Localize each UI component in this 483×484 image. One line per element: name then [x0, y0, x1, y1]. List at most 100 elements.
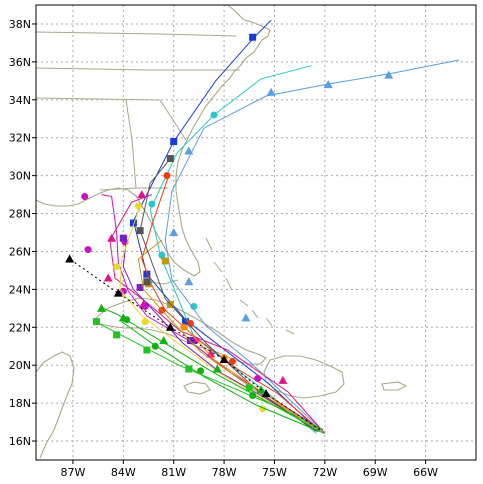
map-frame [35, 4, 477, 461]
track-marker-triangle [278, 375, 288, 384]
state-line-5 [159, 99, 187, 141]
track-marker-circle [190, 302, 198, 310]
forecast-track [164, 59, 460, 431]
lat-label: 30N [9, 170, 31, 183]
track-line [94, 321, 322, 433]
track-marker-triangle [266, 87, 276, 96]
track-marker-circle [151, 342, 159, 350]
track-marker-circle [84, 246, 92, 254]
track-marker-circle [180, 323, 188, 331]
track-marker-triangle [219, 355, 229, 364]
puerto-rico-coast [381, 381, 408, 391]
lon-label: 66W [413, 466, 438, 479]
track-marker-circle [141, 318, 149, 326]
forecast-track [121, 316, 326, 434]
track-marker-circle [141, 302, 149, 310]
track-marker-triangle [159, 336, 169, 345]
track-marker-square [143, 278, 151, 286]
track-marker-square [245, 384, 253, 392]
forecast-track [65, 254, 321, 431]
forecast-track [103, 190, 326, 434]
state-line-3 [125, 99, 137, 189]
track-line [109, 194, 326, 434]
track-marker-square [166, 155, 174, 163]
track-marker-square [92, 318, 100, 326]
track-marker-square [185, 365, 193, 373]
track-marker-square [181, 318, 189, 326]
track-marker-circle [228, 357, 236, 365]
track-marker-triangle [261, 389, 271, 398]
forecast-track [92, 318, 322, 433]
track-marker-circle [148, 200, 156, 208]
yucatan-coast [35, 351, 75, 459]
lat-label: 28N [9, 208, 31, 221]
lat-label: 22N [9, 321, 31, 334]
lat-lon-grid [36, 5, 476, 460]
track-marker-triangle [169, 228, 179, 236]
track-marker-square [143, 270, 151, 278]
track-marker-circle [81, 192, 89, 200]
track-marker-triangle [118, 313, 128, 322]
track-marker-triangle [96, 303, 106, 312]
lat-label: 36N [9, 56, 31, 69]
lon-label: 81W [161, 466, 186, 479]
track-marker-square [136, 283, 144, 291]
lon-label: 72W [312, 466, 337, 479]
track-line [101, 194, 322, 431]
track-marker-square [119, 234, 127, 242]
track-line [69, 258, 321, 431]
track-marker-circle [187, 320, 195, 327]
track-marker-triangle [65, 254, 75, 263]
lat-label: 34N [9, 94, 31, 107]
lon-label: 84W [111, 466, 136, 479]
lon-label: 75W [262, 466, 287, 479]
lat-label: 20N [9, 359, 31, 372]
track-marker-triangle [103, 273, 113, 282]
lat-label: 26N [9, 245, 31, 258]
track-marker-square [170, 138, 178, 145]
track-marker-square [113, 331, 121, 339]
forecast-track [129, 19, 321, 432]
track-marker-circle [134, 202, 142, 210]
lon-label: 78W [212, 466, 237, 479]
track-marker-circle [210, 111, 218, 119]
track-marker-circle [163, 172, 171, 180]
state-line-2 [35, 97, 161, 101]
state-line-1 [35, 67, 240, 71]
forecast-track [136, 155, 317, 433]
track-marker-circle [158, 251, 166, 259]
track-marker-circle [119, 287, 127, 295]
track-marker-circle [113, 263, 121, 271]
track-line [181, 323, 319, 431]
forecast-tracks [65, 19, 460, 434]
track-marker-square [129, 219, 137, 227]
state-line-6 [99, 187, 168, 191]
lat-label: 38N [9, 18, 31, 31]
lat-label: 18N [9, 397, 31, 410]
track-marker-triangle [323, 80, 333, 89]
track-marker-square [249, 33, 257, 41]
track-line [149, 65, 317, 434]
lat-label: 24N [9, 283, 31, 296]
track-marker-square [143, 346, 151, 354]
track-marker-triangle [184, 277, 194, 286]
track-marker-triangle [212, 364, 222, 373]
track-marker-triangle [165, 322, 175, 331]
track-marker-circle [254, 374, 262, 382]
jamaica-coast [183, 381, 211, 395]
track-marker-circle [197, 367, 205, 375]
bahamas-islands [205, 237, 295, 335]
track-marker-square [136, 227, 144, 235]
lon-label: 87W [61, 466, 86, 479]
track-line [119, 205, 316, 429]
lat-label: 32N [9, 132, 31, 145]
track-line [139, 158, 317, 433]
coastlines [35, 4, 408, 459]
track-marker-triangle [184, 146, 194, 155]
us-coastline [35, 4, 271, 277]
track-marker-triangle [113, 288, 123, 297]
lat-label: 16N [9, 435, 31, 448]
track-line [164, 59, 460, 431]
axis-labels: 16N 18N 20N 22N 24N 26N 28N 30N 32N 34N 36N 38N 87W 8… [9, 18, 438, 479]
